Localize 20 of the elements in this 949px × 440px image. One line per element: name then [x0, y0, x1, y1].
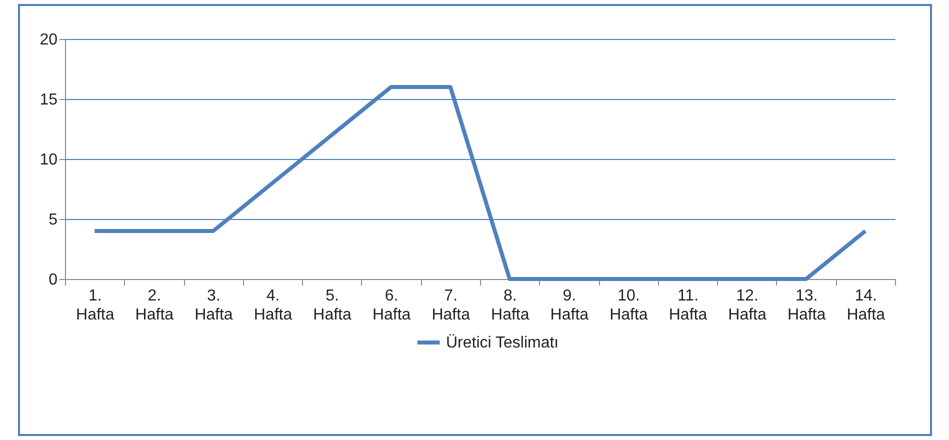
- x-tick-label: 2. Hafta: [135, 288, 174, 324]
- x-tick-label: 12. Hafta: [728, 288, 767, 324]
- x-tick-label: 7. Hafta: [432, 288, 470, 324]
- x-tick-label: 11. Hafta: [668, 288, 708, 324]
- x-tick-label: 13. Hafta: [787, 288, 826, 324]
- x-tick-label: 6. Hafta: [372, 288, 411, 324]
- legend-label: Üretici Teslimatı: [446, 334, 559, 352]
- x-tick-label: 14. Hafta: [846, 288, 886, 324]
- x-tick-label: 5. Hafta: [313, 288, 352, 324]
- y-tick-label: 5: [48, 212, 58, 228]
- y-tick-label: 10: [40, 152, 58, 168]
- x-tick-label: 4. Hafta: [254, 288, 292, 324]
- y-tick-label: 0: [48, 272, 58, 288]
- x-tick-label: 9. Hafta: [550, 288, 589, 324]
- y-tick-label: 20: [40, 32, 58, 48]
- x-tick-label: 1. Hafta: [76, 288, 114, 324]
- x-tick-label: 3. Hafta: [194, 288, 233, 324]
- x-tick-label: 10. Hafta: [610, 288, 648, 324]
- x-tick-label: 8. Hafta: [491, 288, 530, 324]
- y-tick-label: 15: [40, 92, 58, 108]
